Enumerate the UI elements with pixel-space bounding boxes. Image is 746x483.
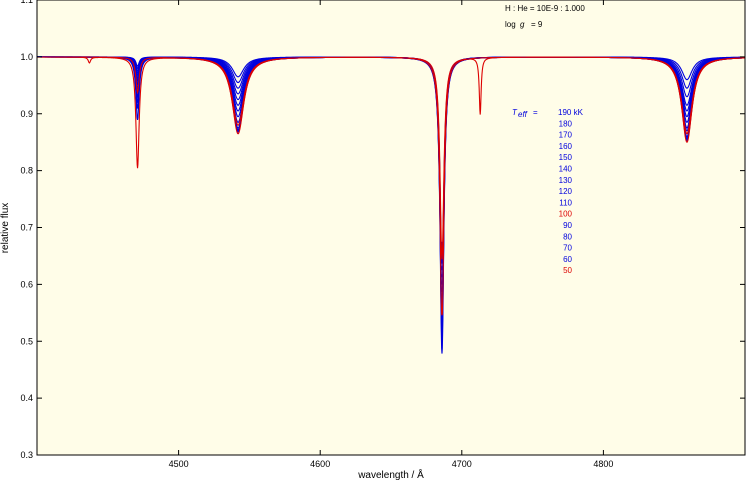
legend-entry-60: 60 [563,255,572,264]
spectrum-50kK [37,56,746,260]
legend-entry-180: 180 [559,119,573,128]
plot-background [37,0,745,455]
legend-entry-170: 170 [559,131,573,140]
x-tick-label: 4800 [593,459,613,469]
x-tick-label: 4500 [169,459,189,469]
legend-entry-150: 150 [559,153,573,162]
legend-entry-160: 160 [559,142,573,151]
teff-equals: = [533,108,538,117]
x-axis-label: wavelength / Å [357,468,424,481]
legend-entry-70: 70 [563,244,572,253]
y-tick-label: 0.9 [20,109,33,119]
y-tick-label: 1.0 [20,52,33,62]
legend-entry-50: 50 [563,266,572,275]
legend-entry-110: 110 [559,198,572,207]
legend-entry-80: 80 [563,232,572,241]
y-axis-label: relative flux [0,203,11,254]
logg-label: log [505,20,516,29]
teff-subscript: eff [518,110,528,119]
legend-entry-120: 120 [559,187,573,196]
composition-annotation: H : He = 10E-9 : 1.000 [505,4,585,13]
y-tick-label: 0.3 [20,450,33,460]
y-tick-label: 0.5 [20,336,33,346]
x-tick-label: 4600 [310,459,330,469]
y-ticks: 0.3 0.4 0.5 0.6 0.7 0.8 0.9 1.0 1.1 [20,0,745,460]
legend-entry-190: 190 kK [558,108,584,117]
legend-entry-140: 140 [559,165,573,174]
x-tick-label: 4700 [452,459,472,469]
spectra-lines [36,56,746,354]
logg-symbol: g [520,20,525,29]
y-tick-label: 0.4 [20,393,33,403]
legend: 190 kK 180 170 160 150 140 130 120 110 100 90 80 70 6… [558,108,584,275]
legend-entry-90: 90 [563,221,572,230]
logg-value: = 9 [531,20,543,29]
legend-entry-100: 100 [559,210,573,219]
y-tick-label: 0.6 [20,279,33,289]
x-ticks: 4500 4600 4700 4800 [169,0,613,469]
teff-symbol: T [512,108,518,117]
y-tick-label: 0.7 [20,223,33,233]
legend-entry-130: 130 [559,176,573,185]
y-tick-label: 0.8 [20,166,33,176]
y-tick-label: 1.1 [20,0,33,5]
